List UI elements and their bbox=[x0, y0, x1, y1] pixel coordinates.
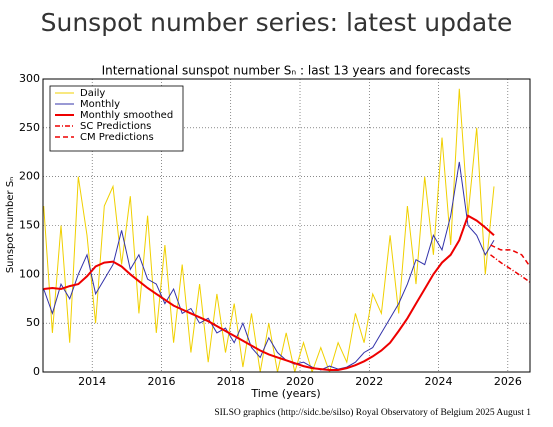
y-tick-label: 300 bbox=[19, 72, 40, 85]
footer-credit: SILSO graphics (http://sidc.be/silso) Ro… bbox=[214, 407, 531, 418]
x-axis-label: Time (years) bbox=[250, 387, 320, 400]
y-tick-label: 50 bbox=[26, 316, 40, 329]
x-tick-label: 2018 bbox=[217, 375, 245, 388]
legend-label: Daily bbox=[80, 88, 105, 99]
plot-frame bbox=[42, 78, 531, 373]
legend-label: Monthly smoothed bbox=[80, 110, 173, 121]
x-tick-label: 2026 bbox=[494, 375, 522, 388]
x-tick-label: 2016 bbox=[147, 375, 175, 388]
x-tick-label: 2024 bbox=[425, 375, 453, 388]
legend-box bbox=[49, 85, 184, 152]
legend-label: CM Predictions bbox=[80, 132, 154, 143]
legend-label: SC Predictions bbox=[80, 121, 151, 132]
legend-label: Monthly bbox=[80, 99, 120, 110]
y-tick-label: 250 bbox=[19, 121, 40, 134]
x-tick-label: 2014 bbox=[78, 375, 106, 388]
x-tick-label: 2022 bbox=[355, 375, 383, 388]
series-line bbox=[43, 214, 495, 371]
page-heading: Sunspot number series: latest update bbox=[40, 8, 513, 37]
chart-title: International sunspot number Sₙ : last 1… bbox=[102, 64, 471, 78]
x-tick-label: 2020 bbox=[286, 375, 314, 388]
y-tick-label: 150 bbox=[19, 219, 40, 232]
series-line bbox=[43, 161, 495, 371]
series-line bbox=[490, 254, 530, 283]
y-tick-label: 100 bbox=[19, 267, 40, 280]
series-line bbox=[43, 88, 495, 372]
series-line bbox=[490, 244, 530, 267]
y-tick-label: 200 bbox=[19, 170, 40, 183]
y-tick-label: 0 bbox=[33, 365, 40, 378]
y-axis-label: Sunspot number Sₙ bbox=[5, 177, 16, 273]
